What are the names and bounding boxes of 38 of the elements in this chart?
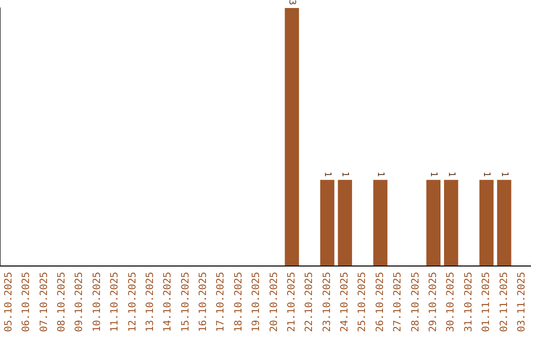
x-tick-label: 16.10.2025	[198, 272, 210, 332]
x-tick-label: 13.10.2025	[144, 272, 156, 332]
x-tick-label: 18.10.2025	[233, 272, 244, 332]
x-tick-label: 02.11.2025	[498, 272, 510, 332]
data-label: 1	[340, 171, 350, 177]
data-label: 1	[446, 171, 456, 177]
x-tick-label: 09.10.2025	[74, 272, 86, 332]
x-tick-label: 30.10.2025	[446, 272, 457, 332]
x-tick-label: 31.10.2025	[463, 272, 474, 332]
x-tick-label: 01.11.2025	[481, 272, 492, 332]
data-label: 1	[428, 171, 438, 177]
x-tick-label: 14.10.2025	[162, 272, 174, 332]
x-tick-label: 25.10.2025	[357, 272, 368, 332]
x-tick-label: 03.11.2025	[516, 272, 528, 332]
x-tick-label: 27.10.2025	[392, 272, 404, 332]
x-tick-label: 24.10.2025	[340, 272, 351, 332]
x-tick-label: 28.10.2025	[410, 272, 422, 332]
x-tick-label: 06.10.2025	[21, 272, 32, 332]
x-tick-label: 22.10.2025	[304, 272, 316, 332]
data-label: 1	[481, 171, 492, 177]
x-tick-label: 07.10.2025	[38, 272, 50, 332]
data-label: 1	[322, 171, 332, 177]
x-tick-label: 05.10.2025	[3, 272, 14, 332]
x-tick-label: 12.10.2025	[127, 272, 138, 332]
data-label: 1	[375, 171, 385, 177]
x-tick-label: 11.10.2025	[110, 272, 121, 332]
x-tick-label: 08.10.2025	[56, 272, 68, 332]
x-tick-label: 29.10.2025	[428, 272, 440, 332]
x-tick-label: 21.10.2025	[286, 272, 298, 332]
x-tick-label: 26.10.2025	[374, 272, 386, 332]
x-tick-label: 17.10.2025	[216, 272, 227, 332]
data-label: 1	[498, 171, 509, 177]
x-tick-label: 10.10.2025	[92, 272, 103, 332]
x-tick-label: 19.10.2025	[251, 272, 262, 332]
data-label: 3	[286, 0, 297, 5]
x-tick-label: 23.10.2025	[322, 272, 333, 332]
x-tick-label: 15.10.2025	[180, 272, 192, 332]
x-tick-label: 20.10.2025	[268, 272, 280, 332]
